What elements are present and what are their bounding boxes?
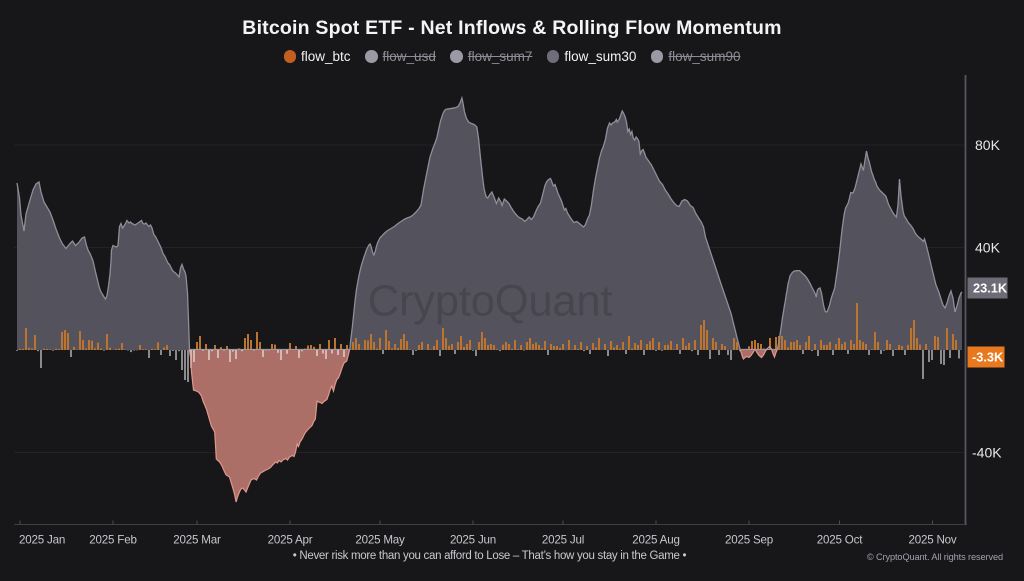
- svg-text:2025 Jul: 2025 Jul: [542, 534, 584, 547]
- svg-text:2025 Sep: 2025 Sep: [725, 534, 773, 547]
- svg-text:2025 Jan: 2025 Jan: [19, 534, 65, 547]
- svg-text:23.1K: 23.1K: [973, 281, 1008, 296]
- svg-text:2025 Apr: 2025 Apr: [268, 534, 313, 547]
- svg-text:CryptoQuant: CryptoQuant: [368, 278, 613, 326]
- svg-text:2025 Aug: 2025 Aug: [632, 534, 679, 547]
- svg-text:2025 May: 2025 May: [355, 534, 405, 547]
- svg-text:-40K: -40K: [972, 445, 1002, 461]
- svg-text:-3.3K: -3.3K: [972, 350, 1004, 365]
- svg-text:40K: 40K: [975, 240, 1001, 256]
- svg-text:80K: 80K: [975, 137, 1001, 153]
- svg-text:2025 Mar: 2025 Mar: [173, 534, 221, 547]
- svg-text:2025 Nov: 2025 Nov: [908, 534, 956, 547]
- svg-text:2025 Oct: 2025 Oct: [817, 534, 863, 547]
- svg-text:2025 Feb: 2025 Feb: [89, 534, 136, 547]
- svg-text:2025 Jun: 2025 Jun: [450, 534, 496, 547]
